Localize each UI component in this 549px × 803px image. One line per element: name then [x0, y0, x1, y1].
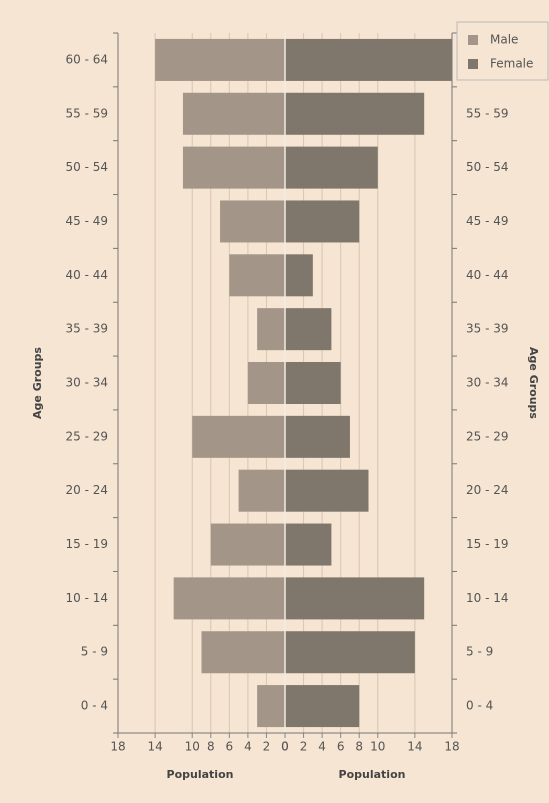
y-tick-label: 30 - 34 [66, 376, 109, 390]
bar [285, 254, 313, 297]
y-tick-label: 15 - 19 [66, 537, 109, 551]
y-tick-label: 45 - 49 [66, 214, 109, 228]
x-tick-label: 2 [263, 740, 271, 754]
y-tick-label: 0 - 4 [81, 699, 108, 713]
x-tick-label: 2 [300, 740, 308, 754]
x-tick-label: 10 [185, 740, 200, 754]
legend-label: Male [490, 33, 518, 47]
y-tick-label: 40 - 44 [466, 268, 509, 282]
bar [285, 146, 378, 189]
legend-box [456, 21, 549, 81]
y-tick-label: 10 - 14 [466, 591, 509, 605]
bar [247, 362, 285, 404]
bar [210, 523, 285, 566]
bar [257, 685, 285, 728]
y-tick-label: 5 - 9 [466, 645, 493, 659]
x-tick-label: 18 [110, 740, 125, 754]
y-tick-label: 50 - 54 [466, 160, 509, 174]
x-tick-label: 8 [355, 740, 363, 754]
x-tick-label: 8 [207, 740, 215, 754]
y-tick-label: 25 - 29 [66, 429, 109, 443]
legend-label: Female [490, 57, 533, 71]
y-tick-label: 45 - 49 [466, 214, 509, 228]
bar [155, 38, 285, 81]
y-tick-label: 30 - 34 [466, 376, 509, 390]
x-tick-label: 0 [281, 740, 289, 754]
x-tick-label: 18 [444, 740, 459, 754]
bar [285, 415, 350, 458]
bar [220, 200, 285, 243]
x-axis-title: Population [339, 768, 406, 781]
y-tick-label: 60 - 64 [66, 52, 109, 66]
legend-swatch [468, 59, 478, 69]
y-axis-title: Age Groups [31, 347, 44, 419]
bar [285, 38, 452, 81]
y-tick-label: 55 - 59 [66, 106, 109, 120]
y-tick-label: 0 - 4 [466, 699, 493, 713]
x-tick-label: 14 [407, 740, 422, 754]
x-tick-label: 0 [281, 740, 289, 754]
bar [285, 362, 341, 404]
x-tick-label: 4 [318, 740, 326, 754]
bar [238, 469, 285, 512]
legend-swatch [468, 35, 478, 45]
bar [182, 92, 285, 135]
bar [285, 685, 360, 728]
y-tick-label: 20 - 24 [466, 483, 509, 497]
x-tick-label: 6 [337, 740, 345, 754]
bar [201, 631, 285, 674]
bar [229, 254, 285, 297]
bar [285, 631, 415, 674]
bar [285, 523, 332, 566]
y-tick-label: 50 - 54 [66, 160, 109, 174]
bar [285, 92, 425, 135]
bar [182, 146, 285, 189]
y-tick-label: 40 - 44 [66, 268, 109, 282]
x-tick-label: 14 [147, 740, 162, 754]
y-tick-label: 25 - 29 [466, 429, 509, 443]
x-tick-label: 4 [244, 740, 252, 754]
x-axis-title: Population [167, 768, 234, 781]
bar [173, 577, 285, 620]
bar [257, 308, 285, 351]
bar [285, 469, 369, 512]
y-tick-label: 55 - 59 [466, 106, 509, 120]
y-tick-label: 20 - 24 [66, 483, 109, 497]
y-tick-label: 35 - 39 [66, 322, 109, 336]
y-tick-label: 35 - 39 [466, 322, 509, 336]
bar [285, 308, 332, 351]
y-axis-title: Age Groups [527, 347, 540, 419]
bar [285, 200, 360, 243]
y-tick-label: 15 - 19 [466, 537, 509, 551]
y-tick-label: 10 - 14 [66, 591, 109, 605]
bar [285, 577, 425, 620]
bar [192, 415, 285, 458]
y-tick-label: 5 - 9 [81, 645, 108, 659]
x-tick-label: 6 [226, 740, 234, 754]
x-tick-label: 10 [370, 740, 385, 754]
